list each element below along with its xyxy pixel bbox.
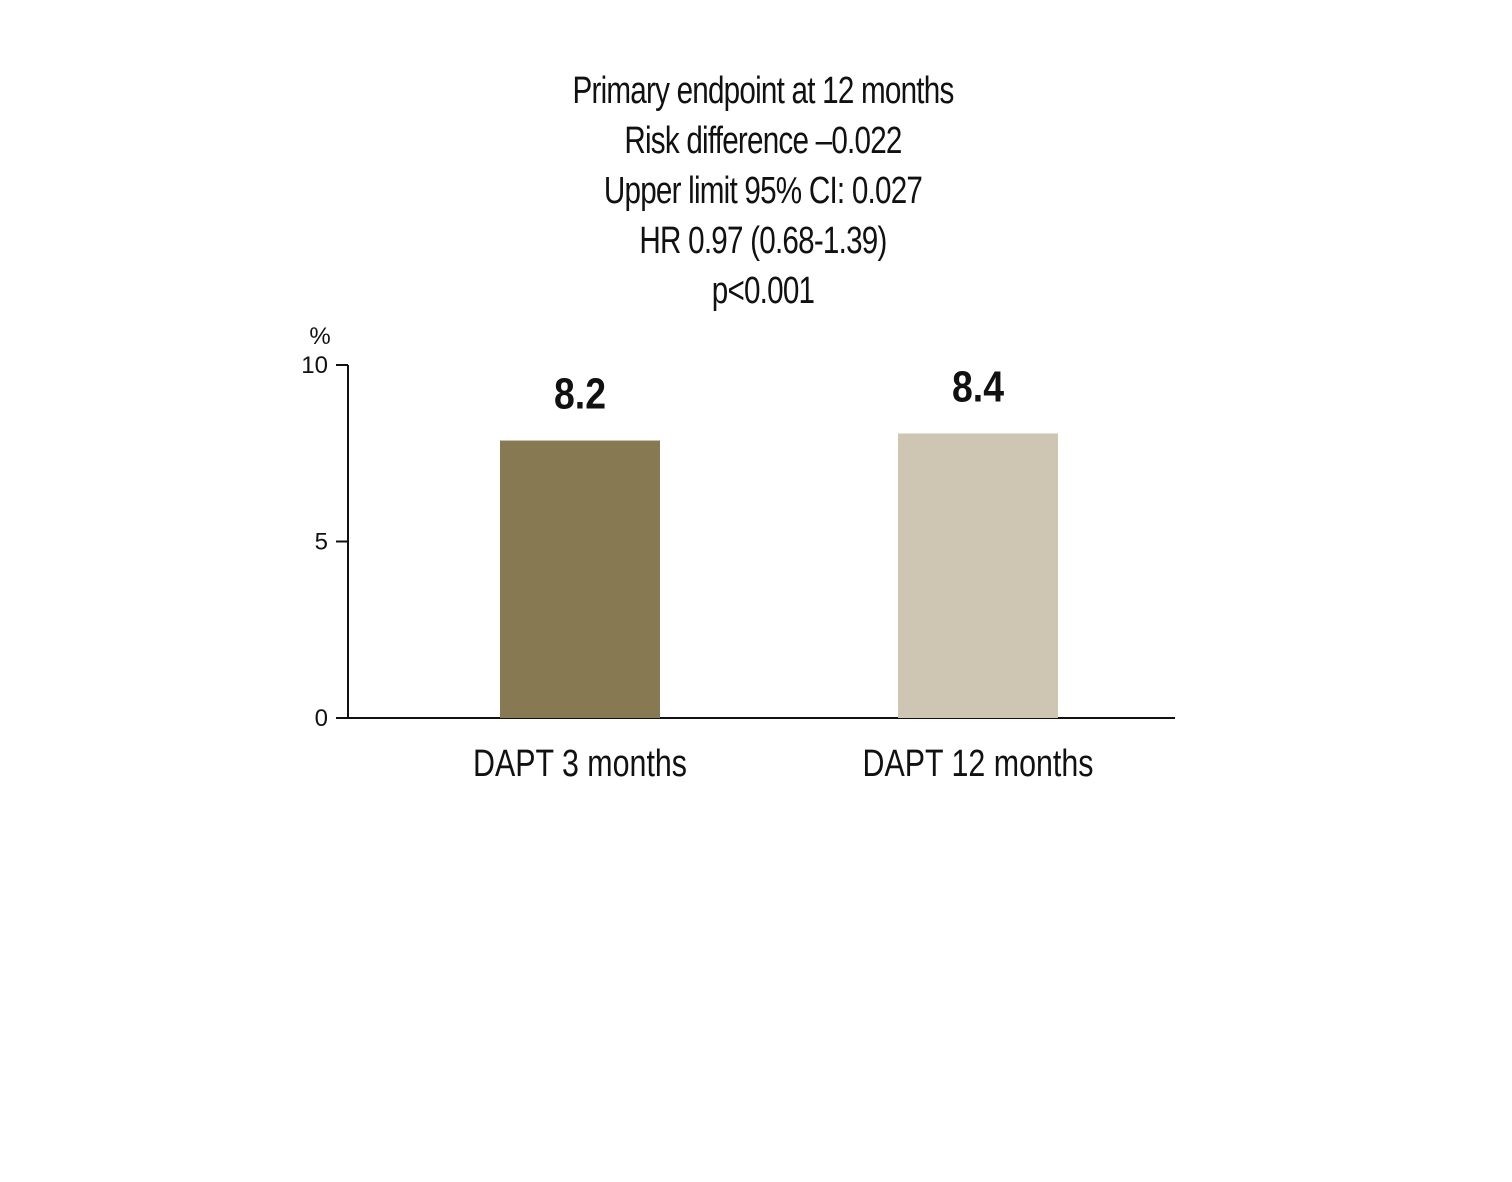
y-tick-label-10: 10 [301,352,328,379]
title-line-endpoint: Primary endpoint at 12 months [572,70,954,112]
y-tick-label-5: 5 [315,529,328,556]
category-label-1: DAPT 12 months [863,743,1094,785]
y-axis-unit-label: % [309,323,330,350]
title-line-p-value: p<0.001 [711,270,815,312]
bar-1 [898,433,1058,718]
bar-value-label-0: 8.2 [554,369,606,419]
bar-value-label-1: 8.4 [952,362,1004,412]
category-label-0: DAPT 3 months [473,743,687,785]
title-line-risk-difference: Risk difference –0.022 [624,120,902,162]
bar-0 [500,440,660,718]
chart-title: Primary endpoint at 12 months Risk diffe… [0,66,1512,316]
title-line-upper-limit: Upper limit 95% CI: 0.027 [603,170,923,212]
title-line-hazard-ratio: HR 0.97 (0.68-1.39) [639,220,887,262]
y-tick-label-0: 0 [315,705,328,732]
